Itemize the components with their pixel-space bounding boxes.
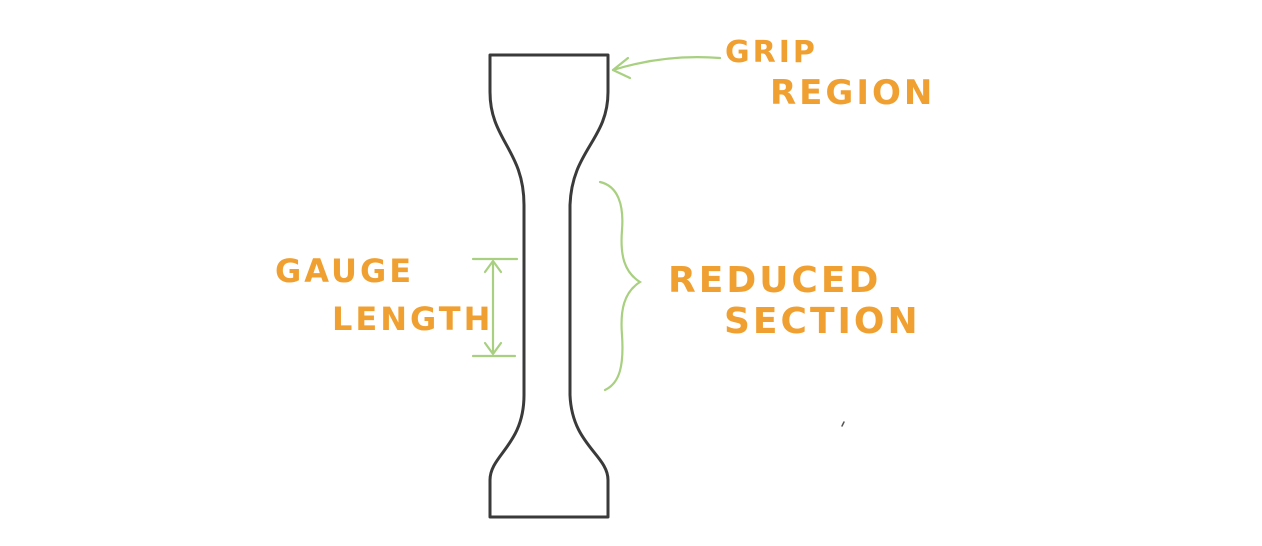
reduced-section-brace bbox=[598, 180, 643, 392]
grip-label-line2: REGION bbox=[770, 73, 935, 113]
gauge-arrow-down bbox=[483, 341, 503, 356]
reduced-label-line1: REDUCED bbox=[668, 260, 881, 301]
gauge-label-line1: GAUGE bbox=[275, 252, 414, 290]
gauge-arrow-up bbox=[483, 259, 503, 274]
grip-arrow-line bbox=[611, 56, 722, 72]
reduced-label-line2: SECTION bbox=[724, 301, 921, 342]
grip-label-line1: GRIP bbox=[725, 35, 818, 70]
grip-arrow-head bbox=[611, 56, 632, 80]
gauge-label-line2: LENGTH bbox=[332, 300, 493, 338]
specimen-outline bbox=[488, 53, 610, 519]
stray-mark bbox=[841, 421, 845, 427]
